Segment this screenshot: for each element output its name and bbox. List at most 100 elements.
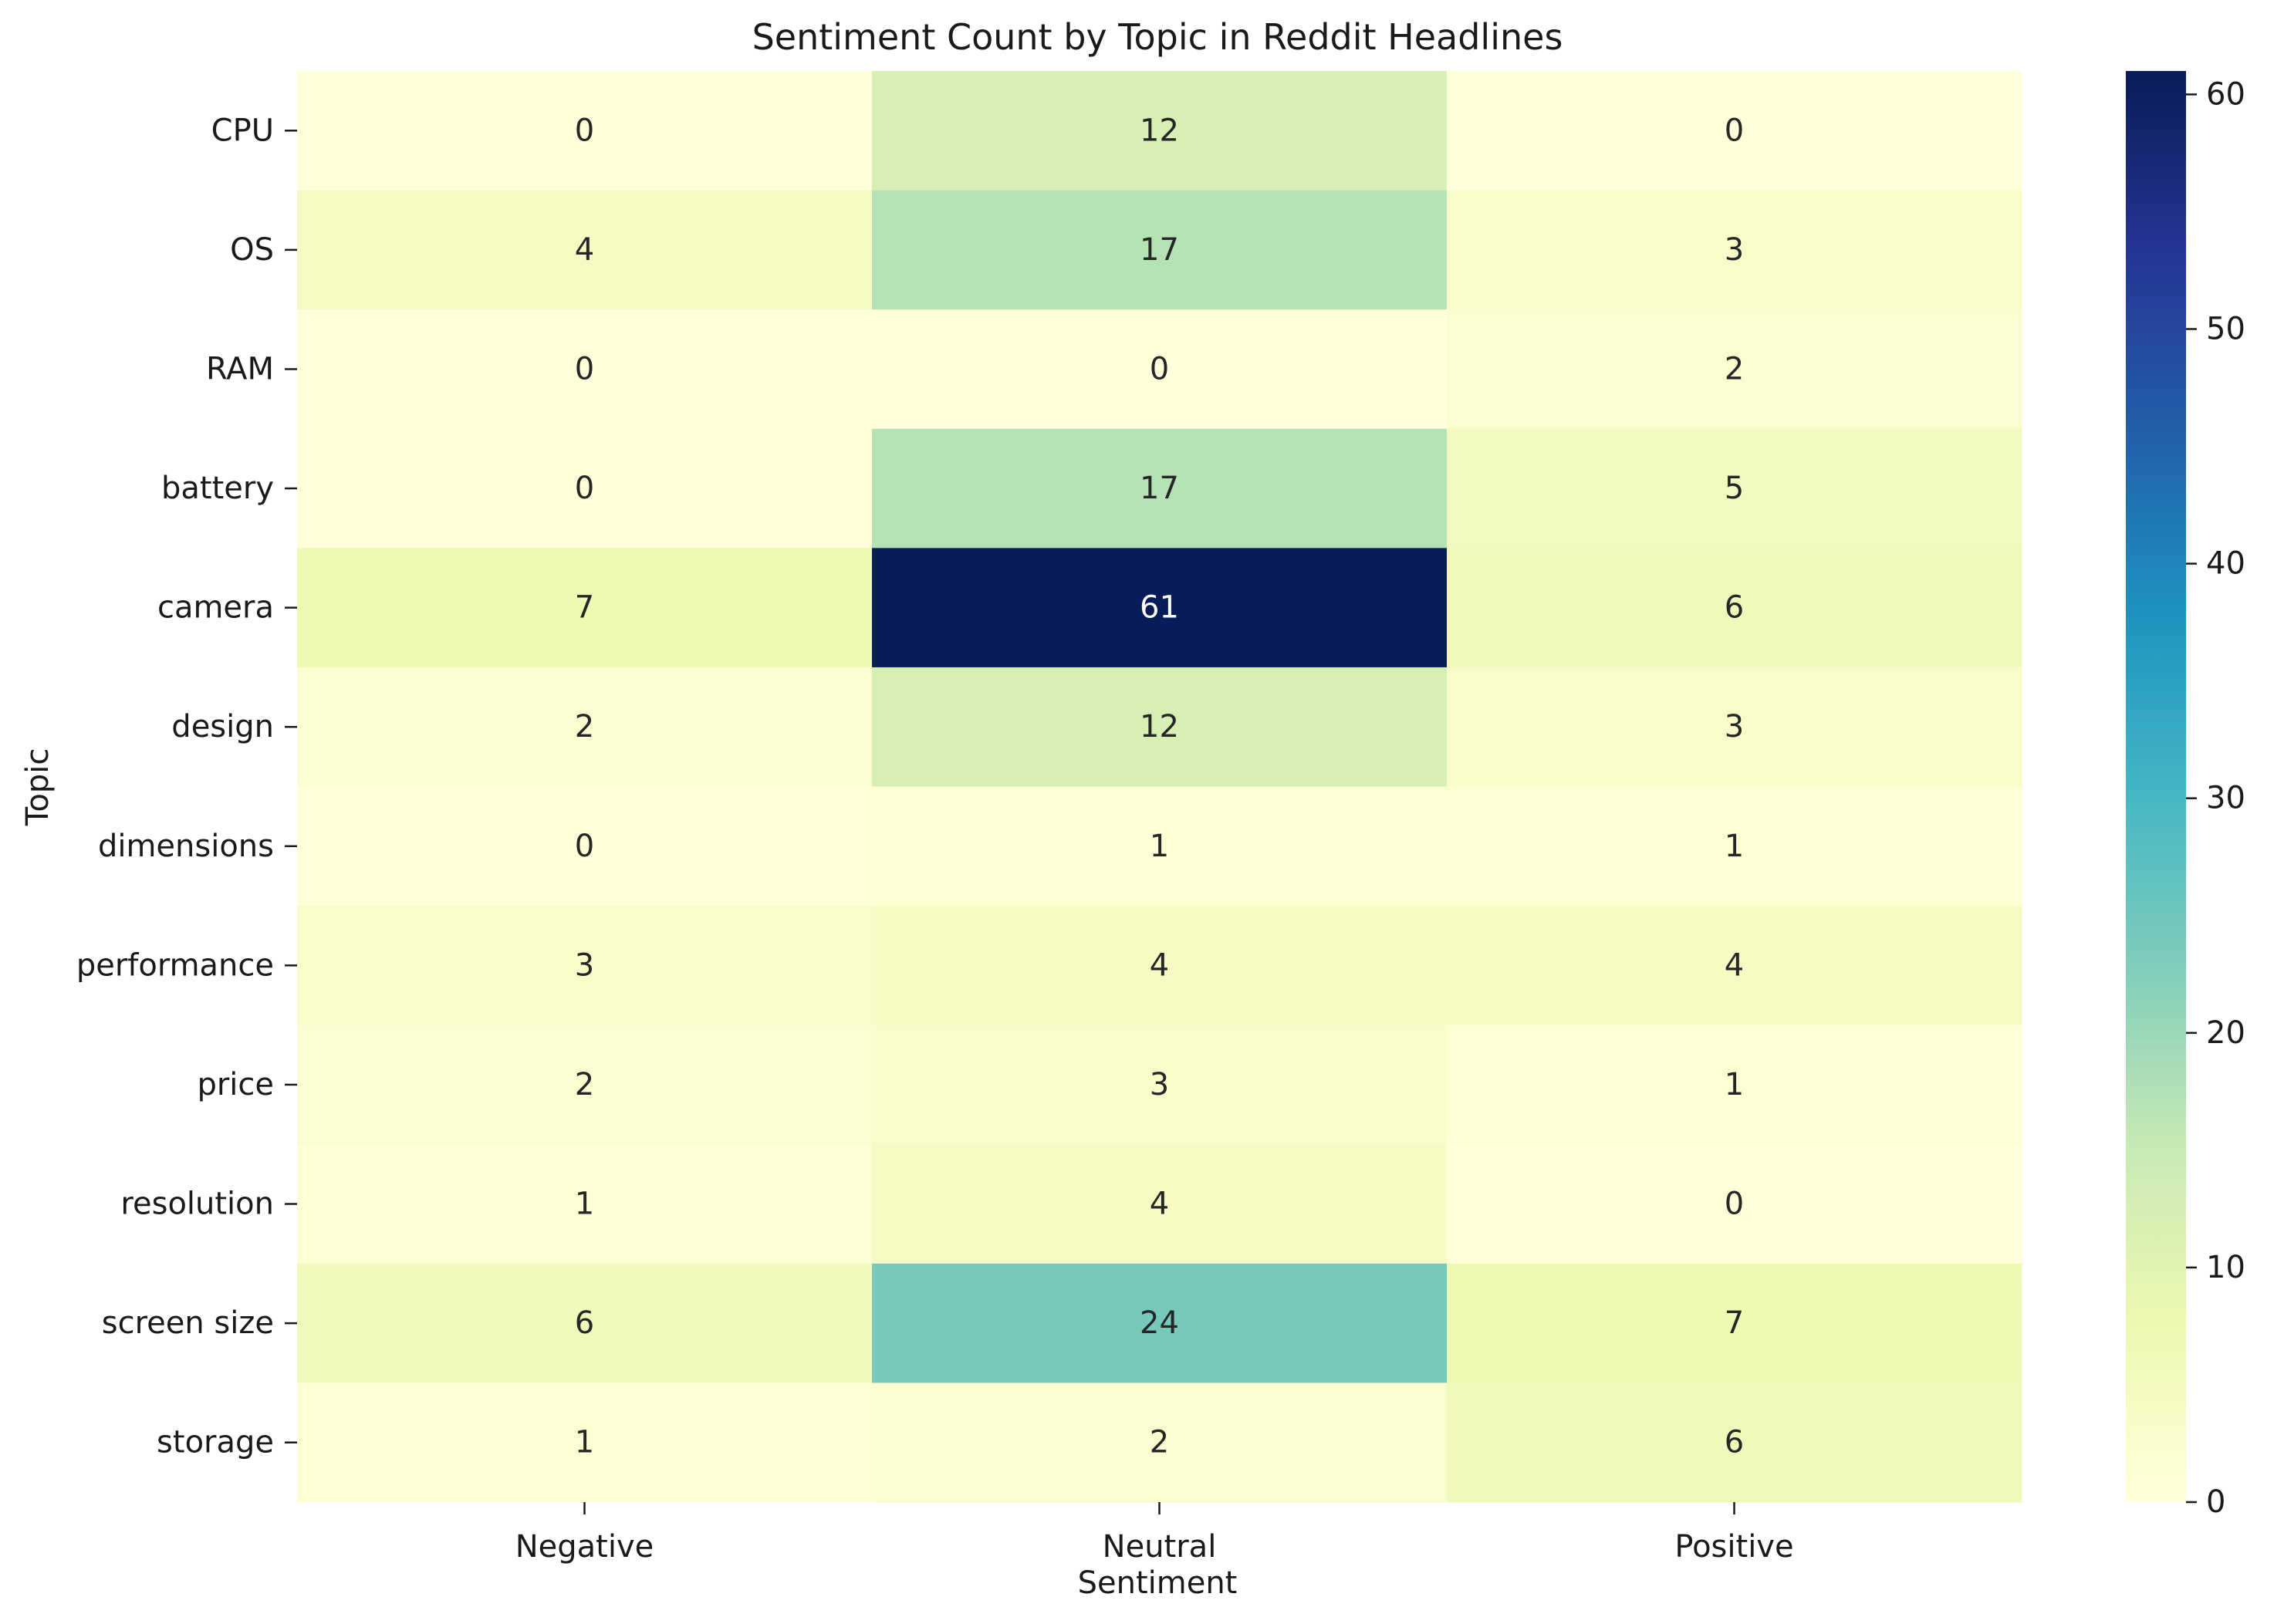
cell-value-label: 17 xyxy=(1140,232,1179,268)
cell-value-label: 12 xyxy=(1140,709,1179,744)
cell-value-label: 0 xyxy=(575,351,594,387)
y-axis-label: Topic xyxy=(20,748,56,827)
heatmap-cell xyxy=(297,667,873,787)
cell-value-label: 6 xyxy=(575,1305,594,1341)
cell-value-label: 24 xyxy=(1140,1305,1179,1341)
heatmap-cell xyxy=(1447,1144,2022,1264)
cell-value-label: 0 xyxy=(575,113,594,148)
colorbar-tick-label: 30 xyxy=(2206,781,2245,816)
colorbar-tick-label: 10 xyxy=(2206,1250,2245,1285)
y-tick-label: CPU xyxy=(211,113,274,148)
colorbar-gradient xyxy=(2126,71,2186,1502)
y-tick-label: price xyxy=(197,1067,274,1102)
cell-value-label: 0 xyxy=(575,829,594,864)
heatmap-cell xyxy=(1447,1263,2022,1383)
heatmap-cell xyxy=(297,1263,873,1383)
cell-value-label: 4 xyxy=(1725,947,1744,983)
heatmap-cells xyxy=(297,71,2022,1503)
cell-value-label: 3 xyxy=(575,947,594,983)
heatmap-cell xyxy=(1447,428,2022,549)
cell-value-label: 4 xyxy=(575,232,594,268)
x-tick-label: Positive xyxy=(1674,1529,1793,1565)
cell-value-label: 6 xyxy=(1725,590,1744,626)
heatmap-cell xyxy=(1447,1025,2022,1145)
cell-value-label: 1 xyxy=(1150,829,1169,864)
cell-value-label: 5 xyxy=(1725,471,1744,506)
cell-value-label: 2 xyxy=(1725,351,1744,387)
cell-value-label: 3 xyxy=(1150,1067,1169,1102)
heatmap-cell xyxy=(297,1144,873,1264)
cell-value-label: 2 xyxy=(575,709,594,744)
heatmap-cell xyxy=(872,906,1448,1026)
cell-value-label: 1 xyxy=(575,1187,594,1222)
y-tick-label: design xyxy=(171,709,274,744)
heatmap-cell xyxy=(872,428,1448,549)
y-tick-label: screen size xyxy=(102,1305,274,1341)
colorbar-tick-label: 20 xyxy=(2206,1015,2245,1051)
heatmap-cell xyxy=(297,309,873,430)
y-tick-label: resolution xyxy=(120,1187,274,1222)
heatmap-cell xyxy=(872,1383,1448,1503)
cell-value-label: 7 xyxy=(575,590,594,626)
colorbar: 0 10 20 30 40 50 60 xyxy=(2126,71,2245,1520)
cell-value-label: 17 xyxy=(1140,471,1179,506)
cell-value-label: 7 xyxy=(1725,1305,1744,1341)
heatmap-cell xyxy=(1447,190,2022,310)
heatmap-cell xyxy=(297,1383,873,1503)
heatmap-cell xyxy=(1447,309,2022,430)
heatmap-cell-labels: 0 12 04 17 30 0 20 17 57 61 62 12 30 1 13 4 42 3 11 4 06 24 71… xyxy=(575,113,1744,1460)
heatmap-cell xyxy=(872,1144,1448,1264)
x-axis: Negative Neutral Positive xyxy=(515,1502,1794,1565)
heatmap-cell xyxy=(1447,667,2022,787)
heatmap-cell xyxy=(1447,786,2022,907)
colorbar-tick-label: 0 xyxy=(2206,1484,2225,1520)
heatmap-cell xyxy=(1447,1383,2022,1503)
heatmap-cell xyxy=(872,667,1448,787)
cell-value-label: 0 xyxy=(1725,1187,1744,1222)
heatmap-cell xyxy=(872,1025,1448,1145)
heatmap-cell xyxy=(872,309,1448,430)
heatmap-cell xyxy=(872,548,1448,668)
y-axis: CPU OS RAM battery camera design dimensions per… xyxy=(76,113,297,1460)
y-tick-label: battery xyxy=(161,471,274,506)
heatmap-cell xyxy=(297,1025,873,1145)
cell-value-label: 61 xyxy=(1140,590,1179,626)
heatmap-cell xyxy=(297,548,873,668)
cell-value-label: 4 xyxy=(1150,947,1169,983)
heatmap-cell xyxy=(872,190,1448,310)
heatmap-cell xyxy=(1447,548,2022,668)
colorbar-tick-label: 40 xyxy=(2206,546,2245,582)
cell-value-label: 0 xyxy=(575,471,594,506)
heatmap-cell xyxy=(297,190,873,310)
heatmap-cell xyxy=(1447,906,2022,1026)
heatmap-cell xyxy=(297,428,873,549)
cell-value-label: 1 xyxy=(1725,829,1744,864)
cell-value-label: 1 xyxy=(1725,1067,1744,1102)
cell-value-label: 6 xyxy=(1725,1425,1744,1460)
y-tick-label: storage xyxy=(157,1425,274,1460)
heatmap-cell xyxy=(297,906,873,1026)
x-axis-label: Sentiment xyxy=(1078,1565,1238,1601)
y-tick-label: RAM xyxy=(206,351,274,387)
y-tick-label: performance xyxy=(76,947,274,983)
heatmap-cell xyxy=(297,71,873,191)
cell-value-label: 2 xyxy=(575,1067,594,1102)
cell-value-label: 1 xyxy=(575,1425,594,1460)
colorbar-tick-label: 60 xyxy=(2206,76,2245,112)
heatmap-cell xyxy=(872,71,1448,191)
cell-value-label: 3 xyxy=(1725,709,1744,744)
heatmap-cell xyxy=(872,786,1448,907)
cell-value-label: 12 xyxy=(1140,113,1179,148)
y-tick-label: camera xyxy=(157,590,274,626)
colorbar-tick-label: 50 xyxy=(2206,312,2245,347)
cell-value-label: 3 xyxy=(1725,232,1744,268)
cell-value-label: 0 xyxy=(1150,351,1169,387)
x-tick-label: Neutral xyxy=(1103,1529,1217,1565)
heatmap-cell xyxy=(1447,71,2022,191)
y-tick-label: dimensions xyxy=(98,829,274,864)
cell-value-label: 2 xyxy=(1150,1425,1169,1460)
heatmap-cell xyxy=(297,786,873,907)
cell-value-label: 0 xyxy=(1725,113,1744,148)
